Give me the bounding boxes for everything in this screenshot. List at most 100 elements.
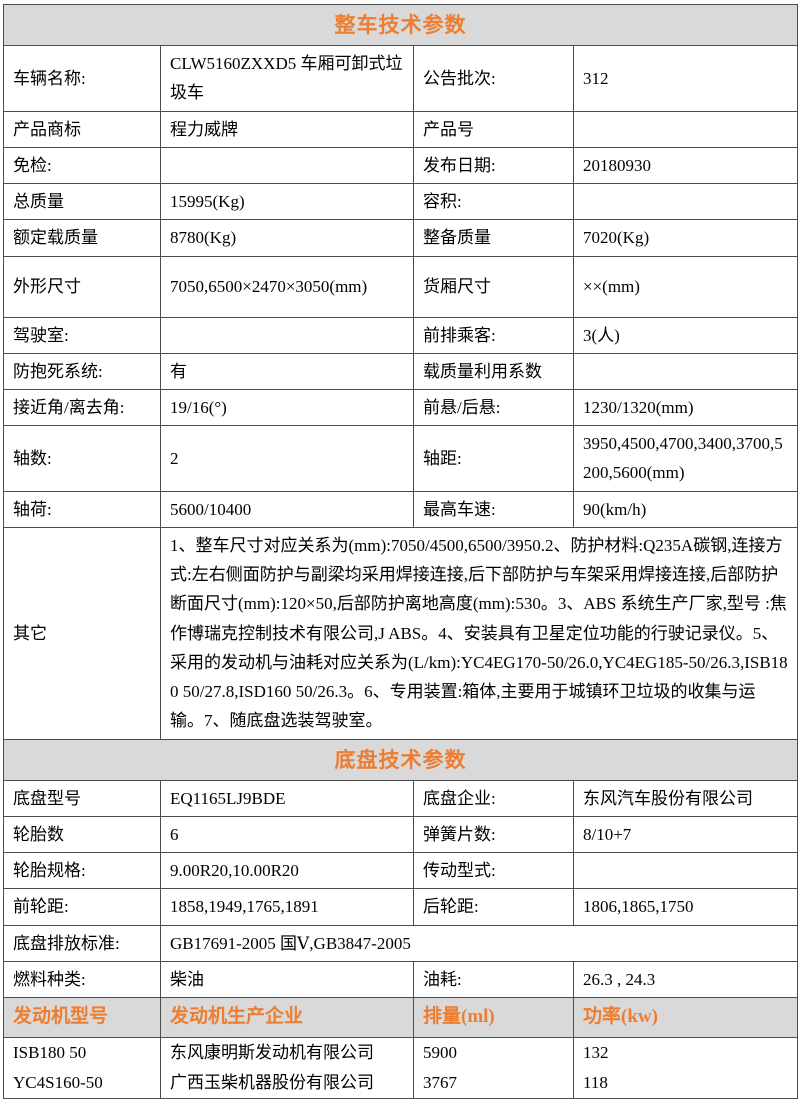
spec-value: 6 (160, 815, 414, 854)
spec-value: 5600/10400 (160, 490, 414, 528)
spec-label: 最高车速: (413, 490, 574, 528)
spec-value: 26.3 , 24.3 (573, 960, 798, 999)
table-row-total-mass: 总质量 15995(Kg) 容积: (3, 183, 798, 221)
spec-value: 柴油 (160, 960, 414, 999)
table-row-emission: 底盘排放标准: GB17691-2005 国Ⅴ,GB3847-2005 (3, 924, 798, 962)
spec-value (573, 352, 798, 390)
table-row-vehicle-name: 车辆名称: CLW5160ZXXD5 车厢可卸式垃圾车 公告批次: 312 (3, 45, 798, 112)
spec-value: 1230/1320(mm) (573, 388, 798, 427)
spec-value (160, 316, 414, 354)
spec-label: 底盘排放标准: (3, 924, 161, 962)
spec-label: 前轮距: (3, 888, 161, 926)
spec-label: 车辆名称: (3, 45, 161, 112)
spec-label: 后轮距: (413, 888, 574, 926)
table-row-chassis-model: 底盘型号 EQ1165LJ9BDE 底盘企业: 东风汽车股份有限公司 (3, 779, 798, 817)
spec-label: 载质量利用系数 (413, 352, 574, 390)
other-notes-text: 1、整车尺寸对应关系为(mm):7050/4500,6500/3950.2、防护… (160, 526, 798, 740)
spec-value (573, 183, 798, 221)
engine-displacement: 3767 (423, 1072, 457, 1092)
spec-label: 燃料种类: (3, 960, 161, 999)
spec-label: 轴距: (413, 425, 574, 492)
spec-label: 轮胎规格: (3, 852, 161, 890)
spec-label: 传动型式: (413, 852, 574, 890)
spec-value: 8780(Kg) (160, 219, 414, 257)
spec-value: GB17691-2005 国Ⅴ,GB3847-2005 (160, 924, 798, 962)
section-header-vehicle: 整车技术参数 (3, 3, 798, 47)
spec-value: 3(人) (573, 316, 798, 354)
spec-label: 额定载质量 (3, 219, 161, 257)
spec-value: 东风汽车股份有限公司 (573, 779, 798, 817)
table-row-cab: 驾驶室: 前排乘客: 3(人) (3, 316, 798, 354)
table-row-track: 前轮距: 1858,1949,1765,1891 后轮距: 1806,1865,… (3, 888, 798, 926)
spec-value: 2 (160, 425, 414, 492)
table-row-axle-load: 轴荷: 5600/10400 最高车速: 90(km/h) (3, 490, 798, 528)
table-row-rated-load: 额定载质量 8780(Kg) 整备质量 7020(Kg) (3, 219, 798, 257)
spec-label: 产品号 (413, 110, 574, 148)
spec-value: 7020(Kg) (573, 219, 798, 257)
spec-label: 底盘企业: (413, 779, 574, 817)
engine-displacement-cell: 5900 3767 (413, 1036, 574, 1099)
spec-value: 20180930 (573, 146, 798, 185)
spec-value (573, 852, 798, 890)
engine-displacement: 5900 (423, 1042, 457, 1062)
spec-label: 整备质量 (413, 219, 574, 257)
spec-value (160, 146, 414, 185)
table-row-dimensions: 外形尺寸 7050,6500×2470×3050(mm) 货厢尺寸 ××(mm) (3, 255, 798, 318)
spec-label: 接近角/离去角: (3, 388, 161, 427)
engine-header-model: 发动机型号 (3, 997, 161, 1038)
engine-header-power: 功率(kw) (573, 997, 798, 1038)
spec-label: 前悬/后悬: (413, 388, 574, 427)
spec-value: 312 (573, 45, 798, 112)
engine-model: ISB180 50 (13, 1042, 87, 1062)
spec-label: 货厢尺寸 (413, 255, 574, 318)
spec-label: 底盘型号 (3, 779, 161, 817)
spec-label: 轴荷: (3, 490, 161, 528)
spec-value: 程力威牌 (160, 110, 414, 148)
section-title-chassis: 底盘技术参数 (3, 738, 798, 781)
spec-label: 轮胎数 (3, 815, 161, 854)
table-row-axles: 轴数: 2 轴距: 3950,4500,4700,3400,3700,5200,… (3, 425, 798, 492)
engine-model-cell: ISB180 50 YC4S160-50 (3, 1036, 161, 1099)
spec-value: 19/16(°) (160, 388, 414, 427)
spec-value: EQ1165LJ9BDE (160, 779, 414, 817)
spec-value: CLW5160ZXXD5 车厢可卸式垃圾车 (160, 45, 414, 112)
table-row-angles: 接近角/离去角: 19/16(°) 前悬/后悬: 1230/1320(mm) (3, 388, 798, 427)
table-row-inspection: 免检: 发布日期: 20180930 (3, 146, 798, 185)
spec-label: 其它 (3, 526, 161, 740)
table-row-tires: 轮胎数 6 弹簧片数: 8/10+7 (3, 815, 798, 854)
table-row-abs: 防抱死系统: 有 载质量利用系数 (3, 352, 798, 390)
spec-value: 3950,4500,4700,3400,3700,5200,5600(mm) (573, 425, 798, 492)
spec-label: 油耗: (413, 960, 574, 999)
engine-manufacturer: 广西玉柴机器股份有限公司 (170, 1072, 374, 1092)
spec-value: 7050,6500×2470×3050(mm) (160, 255, 414, 318)
spec-value: 9.00R20,10.00R20 (160, 852, 414, 890)
table-row-brand: 产品商标 程力威牌 产品号 (3, 110, 798, 148)
table-row-fuel: 燃料种类: 柴油 油耗: 26.3 , 24.3 (3, 960, 798, 999)
spec-value: 有 (160, 352, 414, 390)
spec-label: 外形尺寸 (3, 255, 161, 318)
engine-header-displacement: 排量(ml) (413, 997, 574, 1038)
spec-value: 1858,1949,1765,1891 (160, 888, 414, 926)
engine-header-row: 发动机型号 发动机生产企业 排量(ml) 功率(kw) (3, 997, 798, 1038)
spec-label: 产品商标 (3, 110, 161, 148)
spec-value: 8/10+7 (573, 815, 798, 854)
engine-manufacturer: 东风康明斯发动机有限公司 (170, 1042, 374, 1062)
spec-value: 1806,1865,1750 (573, 888, 798, 926)
engine-power: 118 (583, 1072, 608, 1092)
spec-label: 轴数: (3, 425, 161, 492)
spec-value: 15995(Kg) (160, 183, 414, 221)
spec-label: 容积: (413, 183, 574, 221)
section-title-vehicle: 整车技术参数 (3, 3, 798, 47)
spec-label: 公告批次: (413, 45, 574, 112)
engine-data-row: ISB180 50 YC4S160-50 东风康明斯发动机有限公司 广西玉柴机器… (3, 1036, 798, 1099)
engine-header-manufacturer: 发动机生产企业 (160, 997, 414, 1038)
spec-value: 90(km/h) (573, 490, 798, 528)
spec-value: ××(mm) (573, 255, 798, 318)
spec-label: 总质量 (3, 183, 161, 221)
engine-manufacturer-cell: 东风康明斯发动机有限公司 广西玉柴机器股份有限公司 (160, 1036, 414, 1099)
spec-label: 驾驶室: (3, 316, 161, 354)
spec-label: 弹簧片数: (413, 815, 574, 854)
spec-label: 发布日期: (413, 146, 574, 185)
engine-model: YC4S160-50 (13, 1072, 103, 1092)
